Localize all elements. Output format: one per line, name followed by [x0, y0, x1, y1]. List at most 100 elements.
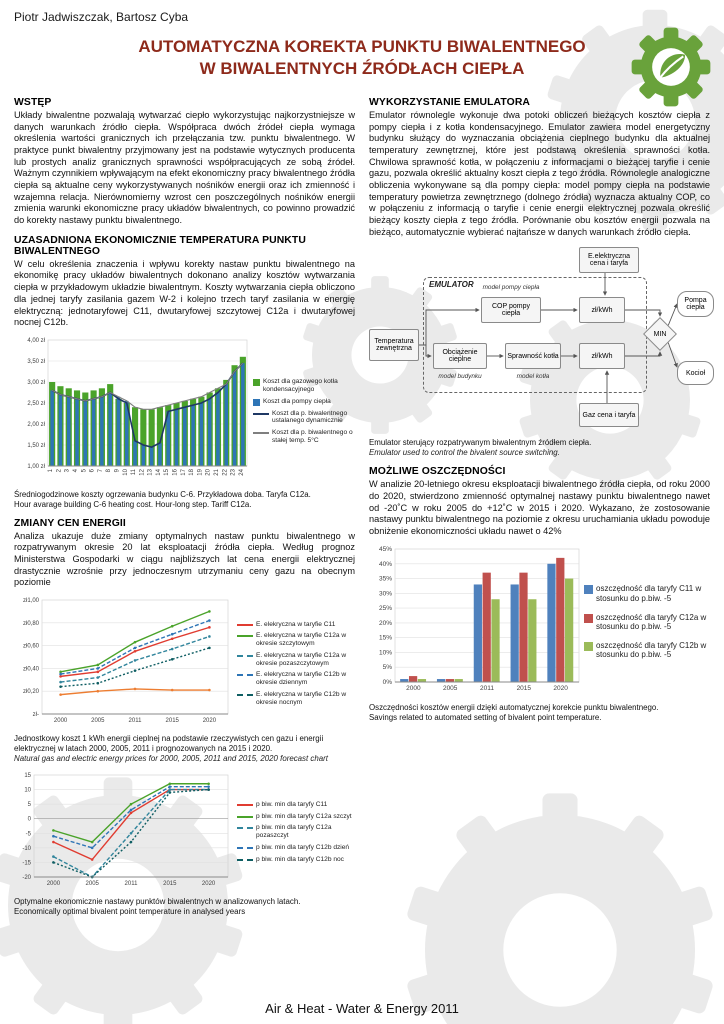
figure-caption: Emulator sterujący rozpatrywanym biwalen… [369, 438, 710, 458]
title-line-1: AUTOMATYCZNA KOREKTA PUNKTU BIWALENTNEGO [138, 37, 586, 56]
svg-text:17: 17 [181, 468, 187, 475]
figure-caption: Średniogodzinowe koszty ogrzewania budyn… [14, 490, 355, 510]
svg-text:2011: 2011 [129, 718, 143, 724]
legend-swatch-icon [584, 585, 593, 595]
svg-text:2000: 2000 [47, 881, 61, 887]
heat-load-box: Obciążenie cieplne [433, 343, 487, 370]
legend-label: Koszt dla p. biwalentnego o stałej temp.… [272, 429, 353, 444]
legend-label: oszczędność dla taryfy C11 w stosunku do… [596, 584, 702, 603]
caption-en: Emulator used to control the bivalent so… [369, 448, 560, 458]
svg-text:35%: 35% [379, 575, 392, 582]
section-heading: ZMIANY CEN ENERGII [14, 517, 126, 529]
svg-text:4: 4 [73, 468, 79, 472]
caption-pl: Średniogodzinowe koszty ogrzewania budyn… [14, 489, 311, 499]
section-wstep: WSTĘP Układy biwalentne pozwalają wytwar… [14, 97, 355, 227]
svg-text:2,00 zł: 2,00 zł [27, 422, 45, 428]
caption-pl: Jednostkowy koszt 1 kWh energii cieplnej… [14, 734, 324, 753]
svg-text:11: 11 [131, 468, 137, 475]
caption-pl: Optymalne ekonomicznie nastawy punktów b… [14, 896, 301, 906]
legend-label: E. elekryczna w taryfie C11 [256, 620, 336, 628]
svg-text:5%: 5% [383, 664, 393, 671]
cop-box: COP pompy ciepła [481, 297, 541, 324]
legend-item: oszczędność dla taryfy C12b w stosunku d… [584, 641, 710, 660]
svg-text:15: 15 [164, 468, 170, 475]
svg-text:2000: 2000 [406, 685, 421, 692]
legend-label: p biw. min dla taryfy C11 [256, 800, 328, 808]
legend-label: p biw. min dla taryfy C12b noc [256, 855, 344, 863]
svg-text:25%: 25% [379, 605, 392, 612]
legend-item: p biw. min dla taryfy C12a szczyt [237, 813, 355, 821]
caption-en: Hour avarage building C-6 heating cost. … [14, 499, 252, 509]
figure-bivalent-points: -20 -15 -10 -5 0 5 10 15 2000 2005 2011 2015 2020 p … [14, 771, 355, 917]
caption-en: Natural gas and electric energy prices f… [14, 753, 328, 763]
svg-text:zł-: zł- [33, 712, 39, 718]
section-heading: MOŻLIWE OSZCZĘDNOŚCI [369, 466, 506, 478]
svg-text:-15: -15 [22, 860, 31, 866]
savings-chart: 0% 5% 10% 15% 20% 25% 30% 35% 40% 45% 2000 2005 2011… [369, 545, 581, 700]
section-body: Układy biwalentne pozwalają wytwarzać ci… [14, 109, 355, 226]
svg-text:2020: 2020 [203, 718, 217, 724]
svg-text:23: 23 [231, 468, 237, 475]
svg-text:19: 19 [197, 468, 203, 475]
section-heading: WYKORZYSTANIE EMULATORA [369, 96, 531, 108]
energy-prices-chart: zł-zł0,20 zł0,40 zł0,60 zł0,80 zł1,00 2000 200… [14, 596, 234, 731]
background-gear-watermark [0, 777, 243, 1024]
min-label: MIN [653, 330, 667, 338]
section-body: Emulator równolegle wykonuje dwa potoki … [369, 109, 710, 237]
svg-text:2,50 zł: 2,50 zł [27, 401, 45, 407]
caption-pl: Oszczędności kosztów energii dzięki auto… [369, 702, 659, 712]
svg-text:-10: -10 [22, 846, 31, 852]
legend-item: oszczędność dla taryfy C12a w stosunku d… [584, 613, 710, 632]
legend-line-icon [253, 432, 269, 435]
caption-en: Economically optimal bivalent point temp… [14, 906, 246, 916]
legend-label: Koszt dla pompy ciepła [263, 397, 331, 405]
legend-item: p biw. min dla taryfy C12b noc [237, 856, 355, 864]
svg-text:-5: -5 [26, 831, 32, 837]
legend-line-icon [253, 412, 269, 415]
legend-label: p biw. min dla taryfy C12a pozaszczyt [256, 824, 332, 840]
svg-text:2000: 2000 [54, 718, 68, 724]
legend-item: Koszt dla p. biwalentnego ustalanego dyn… [253, 410, 355, 426]
section-heading: UZASADNIONA EKONOMICZNIE TEMPERATURA PUN… [14, 234, 306, 257]
legend-item: p biw. min dla taryfy C11 [237, 801, 355, 809]
svg-text:13: 13 [148, 468, 154, 475]
svg-text:10%: 10% [379, 649, 392, 656]
svg-text:3,50 zł: 3,50 zł [27, 359, 45, 365]
svg-text:2015: 2015 [163, 881, 177, 887]
svg-text:-20: -20 [22, 875, 31, 881]
svg-text:9: 9 [114, 468, 120, 472]
svg-text:6: 6 [90, 468, 96, 472]
svg-text:5: 5 [81, 468, 87, 472]
legend-label: Koszt dla p. biwalentnego ustalanego dyn… [272, 409, 348, 425]
hourly-costs-legend: Koszt dla gazowego kotła kondensacyjnego… [250, 374, 355, 449]
legend-label: E. elekryczna w taryfie C12b w okresie d… [256, 671, 347, 687]
hourly-costs-chart: 1,00 zł 1,50 zł 2,00 zł 2,50 zł 3,00 zł 3,50 … [14, 336, 250, 487]
svg-text:2005: 2005 [443, 685, 458, 692]
legend-item: Koszt dla gazowego kotła kondensacyjnego [253, 378, 355, 394]
legend-label: E. elekryczna w taryfie C12b w okresie n… [256, 690, 347, 706]
right-column: WYKORZYSTANIE EMULATORA Emulator równole… [369, 96, 714, 921]
caption-pl: Emulator sterujący rozpatrywanym biwalen… [369, 438, 592, 448]
legend-line-icon [237, 654, 253, 657]
legend-swatch-icon [253, 379, 260, 387]
svg-text:zł0,60: zł0,60 [23, 644, 40, 650]
svg-text:2020: 2020 [202, 881, 216, 887]
legend-label: oszczędność dla taryfy C12a w stosunku d… [596, 612, 707, 632]
hp-cost-box: zł/kWh [579, 297, 625, 324]
authors: Piotr Jadwiszczak, Bartosz Cyba [14, 10, 189, 24]
svg-text:5: 5 [28, 802, 32, 808]
svg-text:zł0,80: zł0,80 [23, 621, 40, 627]
legend-line-icon [237, 693, 253, 696]
poster-title: AUTOMATYCZNA KOREKTA PUNKTU BIWALENTNEGO… [14, 36, 710, 81]
svg-text:10: 10 [123, 468, 129, 475]
hp-model-label: model pompy ciepła [482, 284, 540, 292]
legend-swatch-icon [253, 398, 260, 406]
legend-label: Koszt dla gazowego kotła kondensacyjnego [263, 378, 338, 393]
legend-item: E. elekryczna w taryfie C12b w okresie d… [237, 671, 355, 687]
section-mozliwe: MOŻLIWE OSZCZĘDNOŚCI W analizie 20-letni… [369, 466, 710, 537]
legend-item: E. elekryczna w taryfie C12a w okresie p… [237, 652, 355, 668]
svg-text:1: 1 [48, 468, 54, 472]
svg-text:2005: 2005 [86, 881, 100, 887]
boiler-efficiency-box: Sprawność kotła [505, 343, 561, 370]
svg-text:0%: 0% [383, 679, 393, 686]
